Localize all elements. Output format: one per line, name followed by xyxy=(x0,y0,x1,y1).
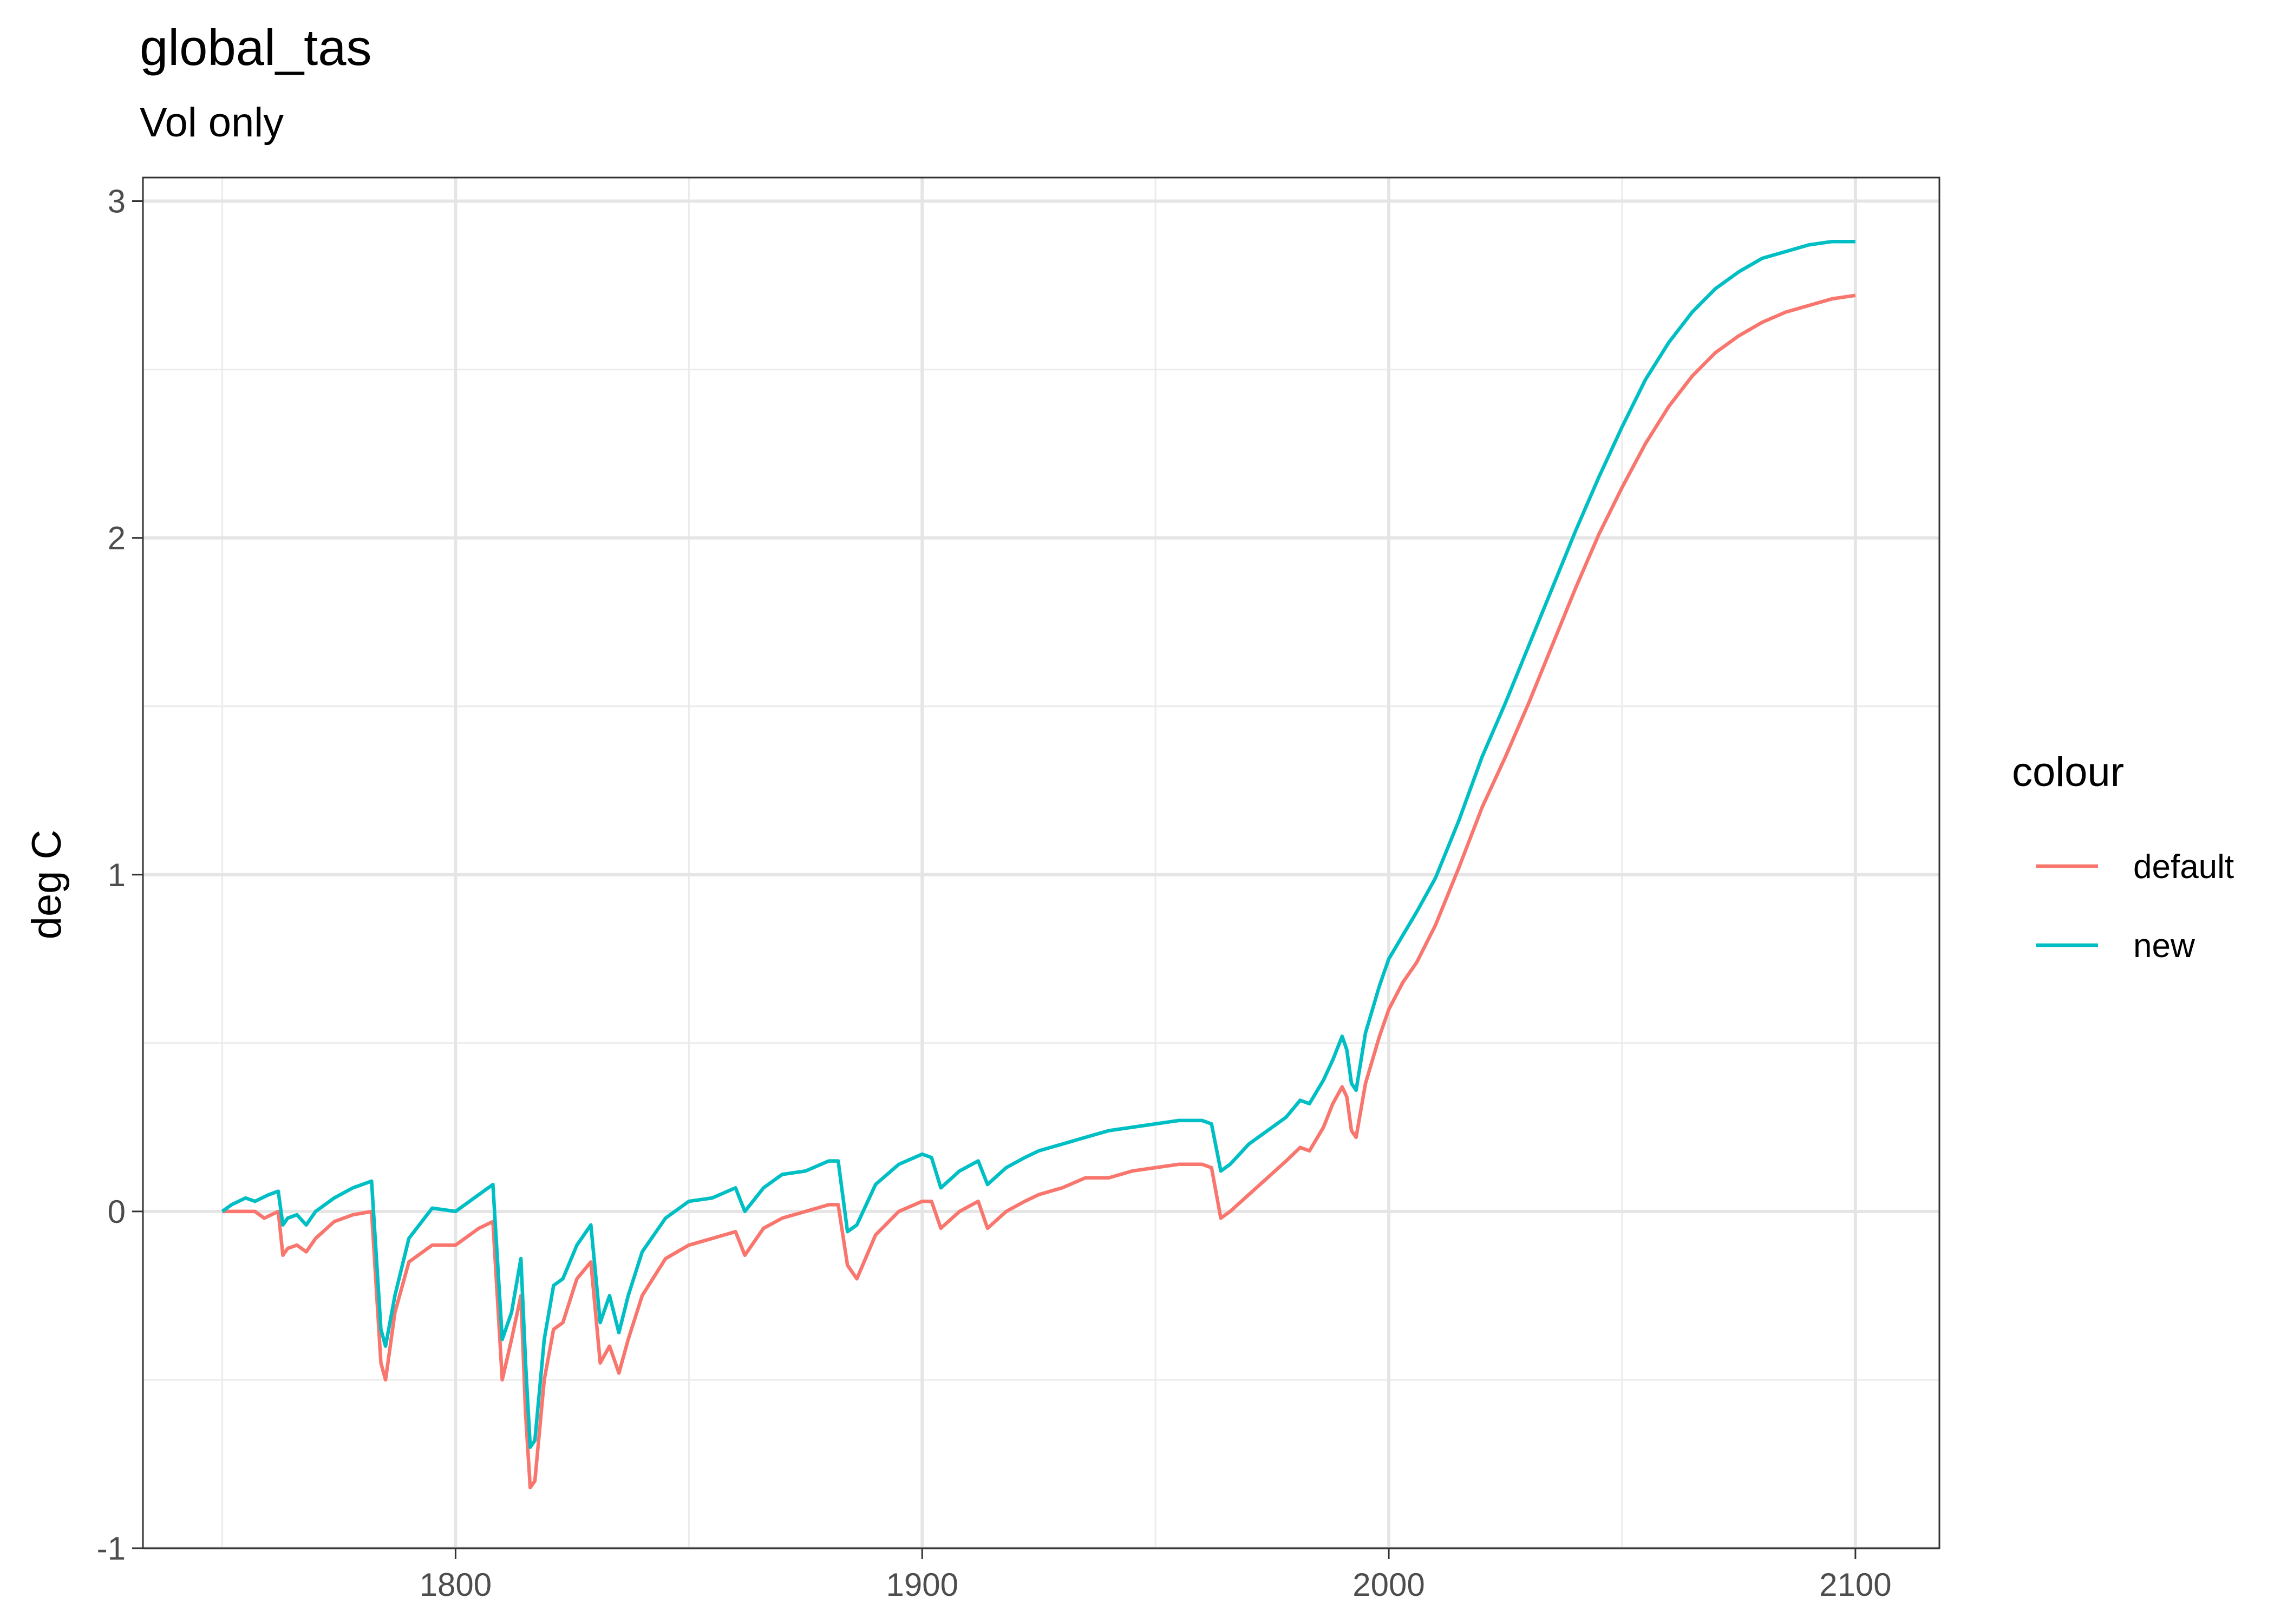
y-tick-label: 1 xyxy=(108,857,126,893)
x-tick-label: 2100 xyxy=(1819,1567,1891,1603)
plot-background xyxy=(143,178,1939,1548)
y-axis: -1 0 1 2 3 xyxy=(97,184,143,1567)
series-line-new xyxy=(221,239,1855,1449)
y-tick-label: 2 xyxy=(108,520,126,556)
y-axis-label: deg C xyxy=(24,830,70,940)
series-line-default xyxy=(222,293,1856,1490)
legend: colour default new xyxy=(2012,749,2234,965)
series-layer xyxy=(221,239,1856,1490)
legend-items: default new xyxy=(2036,848,2234,965)
plot-panel-border xyxy=(142,176,1940,1549)
y-tick-label: 3 xyxy=(108,184,126,220)
x-tick-label: 1800 xyxy=(420,1567,492,1603)
x-tick-label: 2000 xyxy=(1352,1567,1424,1603)
y-tick-label: -1 xyxy=(97,1530,126,1567)
minor-grid xyxy=(143,178,1939,1548)
chart-subtitle: Vol only xyxy=(140,100,284,146)
x-tick-label: 1900 xyxy=(886,1567,958,1603)
legend-label-default: default xyxy=(2133,848,2234,886)
chart-title: global_tas xyxy=(140,19,372,76)
legend-title: colour xyxy=(2012,749,2124,795)
x-axis: 1800 1900 2000 2100 xyxy=(420,1548,1892,1603)
y-tick-label: 0 xyxy=(108,1194,126,1230)
legend-label-new: new xyxy=(2133,927,2195,965)
